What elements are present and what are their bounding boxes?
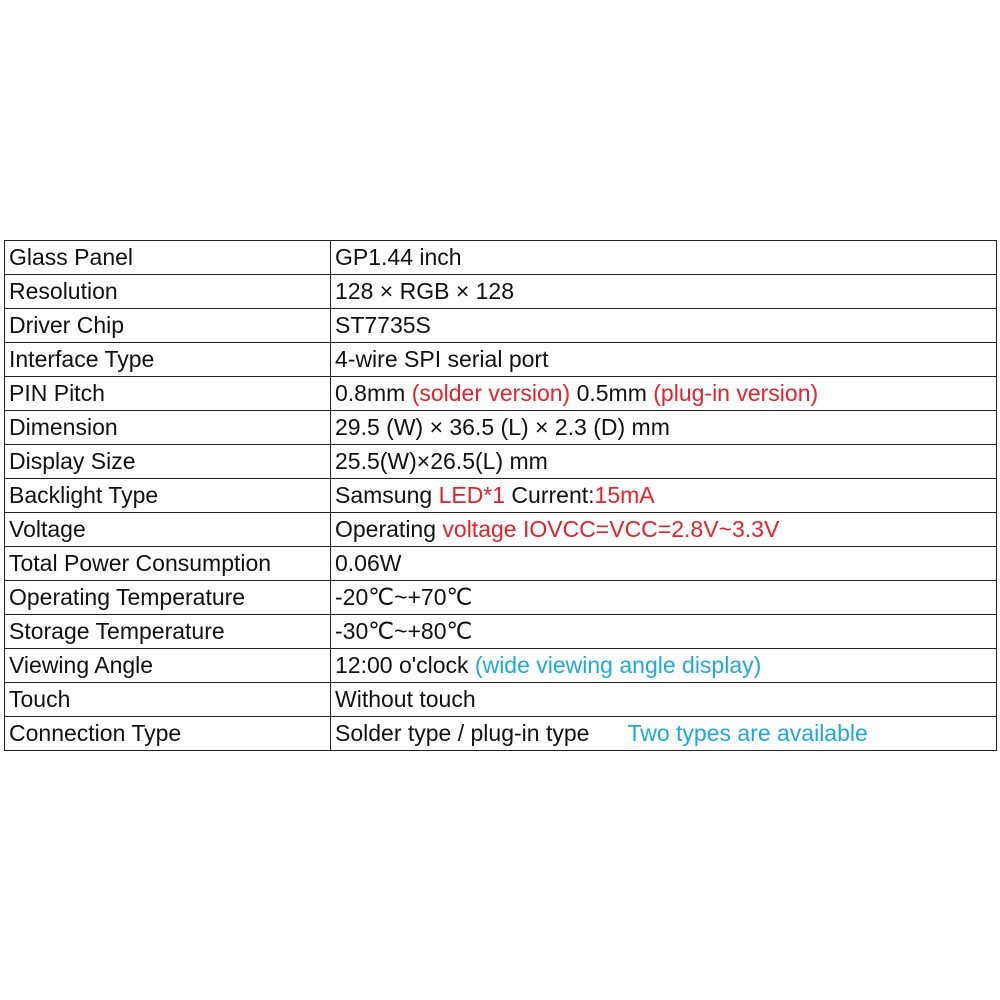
specifications-table: Glass Panel GP1.44 inch Resolution 128 × RG…: [4, 240, 997, 751]
spec-value: Without touch: [330, 682, 997, 717]
spec-row: Interface Type 4-wire SPI serial port: [4, 342, 997, 377]
spec-label: Dimension: [4, 410, 331, 445]
spec-label: Touch: [4, 682, 331, 717]
spec-label: Voltage: [4, 512, 331, 547]
value-text: 29.5 (W) × 36.5 (L) × 2.3 (D) mm: [335, 414, 670, 440]
spec-value: 29.5 (W) × 36.5 (L) × 2.3 (D) mm: [330, 410, 997, 445]
value-highlight-red: (plug-in version): [653, 380, 819, 406]
value-text: 25.5(W)×26.5(L) mm: [335, 448, 548, 474]
value-text: 0.5mm: [570, 380, 654, 406]
value-text: ST7735S: [335, 312, 431, 338]
spec-value: 0.06W: [330, 546, 997, 581]
spec-label: Backlight Type: [4, 478, 331, 513]
spec-label: Connection Type: [4, 716, 331, 751]
value-highlight-red: 15mA: [594, 482, 655, 508]
spec-row: Touch Without touch: [4, 682, 997, 717]
spec-label: Glass Panel: [4, 240, 331, 275]
spec-value: 12:00 o'clock (wide viewing angle displa…: [330, 648, 997, 683]
spec-label: Interface Type: [4, 342, 331, 377]
spec-label: Operating Temperature: [4, 580, 331, 615]
spec-value: Samsung LED*1 Current:15mA: [330, 478, 997, 513]
value-text: Without touch: [335, 686, 476, 712]
spec-label: Driver Chip: [4, 308, 331, 343]
spec-row: Operating Temperature -20℃~+70℃: [4, 580, 997, 615]
spec-value: 4-wire SPI serial port: [330, 342, 997, 377]
spec-row: Driver Chip ST7735S: [4, 308, 997, 343]
spec-label: Viewing Angle: [4, 648, 331, 683]
value-text: -20℃~+70℃: [335, 584, 473, 610]
spec-value: Solder type / plug-in type Two types are …: [330, 716, 997, 751]
spec-value: 128 × RGB × 128: [330, 274, 997, 309]
value-text: 0.8mm: [335, 380, 412, 406]
spec-row: Storage Temperature -30℃~+80℃: [4, 614, 997, 649]
value-highlight-red: voltage IOVCC=VCC=2.8V~3.3V: [442, 516, 780, 542]
value-text: 4-wire SPI serial port: [335, 346, 549, 372]
value-text: 12:00 o'clock: [335, 652, 475, 678]
spec-value: ST7735S: [330, 308, 997, 343]
spec-value: Operating voltage IOVCC=VCC=2.8V~3.3V: [330, 512, 997, 547]
value-text: Solder type / plug-in type: [335, 720, 590, 746]
value-highlight-blue: (wide viewing angle display): [474, 652, 762, 678]
spec-row: Resolution 128 × RGB × 128: [4, 274, 997, 309]
spec-row: Connection Type Solder type / plug-in typ…: [4, 716, 997, 751]
value-text: -30℃~+80℃: [335, 618, 473, 644]
value-text: Current:: [505, 482, 595, 508]
spec-row: Display Size 25.5(W)×26.5(L) mm: [4, 444, 997, 479]
value-highlight-red: (solder version): [411, 380, 571, 406]
spec-row: PIN Pitch 0.8mm (solder version) 0.5mm (p…: [4, 376, 997, 411]
spec-row: Dimension 29.5 (W) × 36.5 (L) × 2.3 (D) m…: [4, 410, 997, 445]
spec-row: Viewing Angle 12:00 o'clock (wide viewing…: [4, 648, 997, 683]
spec-value: 0.8mm (solder version) 0.5mm (plug-in ve…: [330, 376, 997, 411]
spec-label: Total Power Consumption: [4, 546, 331, 581]
value-highlight-blue: Two types are available: [627, 720, 868, 746]
value-text: GP1.44 inch: [335, 244, 462, 270]
value-text: 128 × RGB × 128: [335, 278, 515, 304]
spec-row: Voltage Operating voltage IOVCC=VCC=2.8V~…: [4, 512, 997, 547]
value-highlight-red: LED*1: [438, 482, 506, 508]
spec-value: GP1.44 inch: [330, 240, 997, 275]
spec-label: Resolution: [4, 274, 331, 309]
spec-label: Display Size: [4, 444, 331, 479]
spec-value: 25.5(W)×26.5(L) mm: [330, 444, 997, 479]
specifications-body: Glass Panel GP1.44 inch Resolution 128 × RG…: [4, 240, 997, 751]
spec-row: Backlight Type Samsung LED*1 Current:15mA: [4, 478, 997, 513]
spec-row: Glass Panel GP1.44 inch: [4, 240, 997, 275]
value-text: Samsung: [335, 482, 439, 508]
spec-value: -30℃~+80℃: [330, 614, 997, 649]
spec-label: PIN Pitch: [4, 376, 331, 411]
spec-value: -20℃~+70℃: [330, 580, 997, 615]
value-text: 0.06W: [335, 550, 402, 576]
spec-label: Storage Temperature: [4, 614, 331, 649]
spec-row: Total Power Consumption 0.06W: [4, 546, 997, 581]
value-text: Operating: [335, 516, 443, 542]
